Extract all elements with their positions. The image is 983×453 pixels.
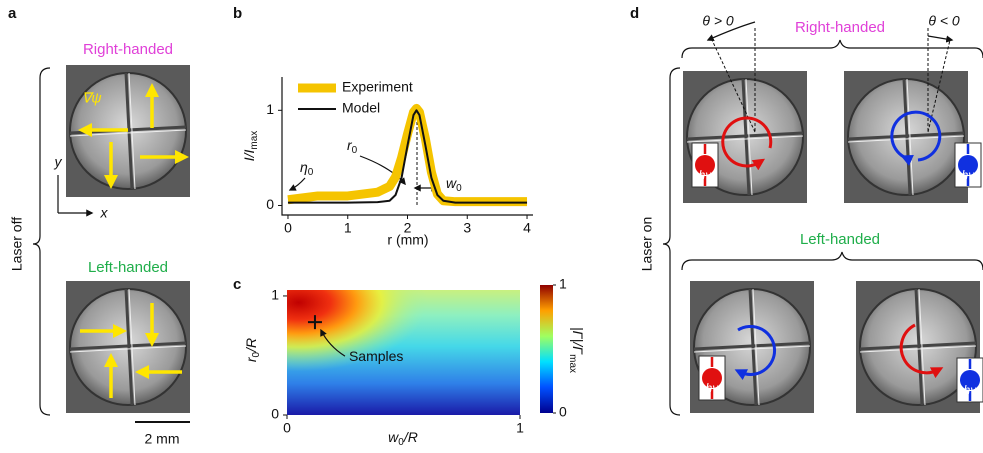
angle-label: θ < 0 [928, 13, 960, 29]
x-tick-label: 4 [523, 220, 531, 236]
y-tick-label: 1 [266, 101, 274, 117]
bracket [32, 67, 51, 416]
bracket [662, 67, 681, 416]
x-axis-label-sub: 0 [398, 437, 404, 448]
annotation: r0 [347, 137, 358, 156]
y-axis-label-main: I/I [241, 150, 257, 162]
panel-d: Right-handed θ > 0 θ < 0 Laser on Left-h… [639, 13, 983, 416]
legend-label: Experiment [342, 79, 413, 95]
y-axis-label-sub: max [249, 131, 260, 150]
x-tick-label: 1 [344, 220, 352, 236]
scale-label: 2 mm [145, 431, 180, 447]
annotation-main: r [347, 137, 353, 153]
colorbar-label: |Γ|/Γmax [567, 327, 586, 373]
title: Left-handed [88, 259, 168, 276]
annotation-sub: 0 [456, 183, 462, 194]
y-tick-label: 0 [271, 406, 279, 422]
rotation [734, 324, 777, 381]
axis-label: x [100, 205, 109, 221]
y-axis-label: I/Imax [241, 131, 260, 162]
y-axis-label: r0/R [243, 338, 262, 362]
x-tick-label: 2 [404, 220, 412, 236]
heatmap-hot [287, 290, 520, 415]
series-line [287, 109, 528, 204]
panel-label: a [8, 5, 17, 22]
x-axis-label: r (mm) [387, 232, 428, 248]
rotation [721, 116, 773, 171]
axis [281, 77, 533, 216]
axes-icon [57, 175, 92, 213]
gradient-label: ∇ψ [82, 90, 102, 106]
sample-marker [307, 315, 322, 330]
photon-label: hν [706, 381, 719, 395]
y-axis-label-sub: 0 [251, 351, 262, 357]
y-axis-label-main: r [243, 356, 259, 362]
annotation-sub: 0 [308, 167, 314, 178]
panel-b: I/Imax r (mm) η0 r0 w0 0 1 2 3 401Experiment… [241, 77, 533, 248]
annotation-main: η [300, 159, 308, 175]
x-axis-label-tail: /R [403, 429, 418, 445]
side-label: Laser off [9, 217, 25, 271]
panel-a: Right-handed ∇ψ y x Laser off Left-hande… [9, 41, 192, 447]
colorbar-tick-label: 0 [559, 404, 567, 420]
angle-arrow [927, 35, 954, 43]
side-label: Laser on [639, 217, 655, 271]
photon-label: hν [964, 383, 977, 397]
photon-label: hν [699, 168, 712, 182]
marker-arrow [320, 328, 346, 357]
y-tick-label: 0 [266, 196, 274, 212]
x-axis-label-main: w [388, 429, 399, 445]
annotation: η0 [300, 159, 314, 178]
annotation-main: w [446, 175, 457, 191]
angle-arrow [706, 21, 756, 41]
x-tick-label: 1 [516, 420, 524, 436]
rotation [890, 110, 942, 166]
photo [64, 279, 192, 415]
y-tick-label: 1 [271, 287, 279, 303]
panel-label: b [233, 5, 242, 22]
rotation [899, 323, 944, 379]
annotation-arrow [288, 177, 306, 191]
title: Right-handed [795, 19, 885, 36]
panel-label: c [233, 276, 241, 293]
y-axis-label-tail: /R [243, 338, 259, 353]
annotation: w0 [446, 175, 462, 194]
legend-label: Model [342, 100, 380, 116]
axis-label: y [54, 154, 63, 170]
title: Right-handed [83, 41, 173, 58]
annotation-arrow [359, 155, 406, 186]
colorbar-label-main: |Γ|/Γ [570, 327, 586, 355]
angle-label: θ > 0 [702, 13, 734, 29]
x-tick-label: 0 [284, 220, 292, 236]
photo [842, 69, 970, 205]
marker-label: Samples [349, 348, 403, 364]
colorbar-tick-label: 1 [559, 276, 567, 292]
photon-label: hν [962, 168, 975, 182]
panel-label: d [630, 5, 639, 22]
x-axis-label: w0/R [388, 429, 418, 448]
brace [681, 39, 983, 59]
brace [681, 251, 983, 271]
title: Left-handed [800, 231, 880, 248]
x-tick-label: 3 [463, 220, 471, 236]
series-line [287, 103, 528, 207]
colorbar-label-sub: max [567, 354, 578, 373]
x-tick-label: 0 [283, 420, 291, 436]
colorbar [540, 285, 553, 413]
annotation-sub: 0 [352, 145, 358, 156]
